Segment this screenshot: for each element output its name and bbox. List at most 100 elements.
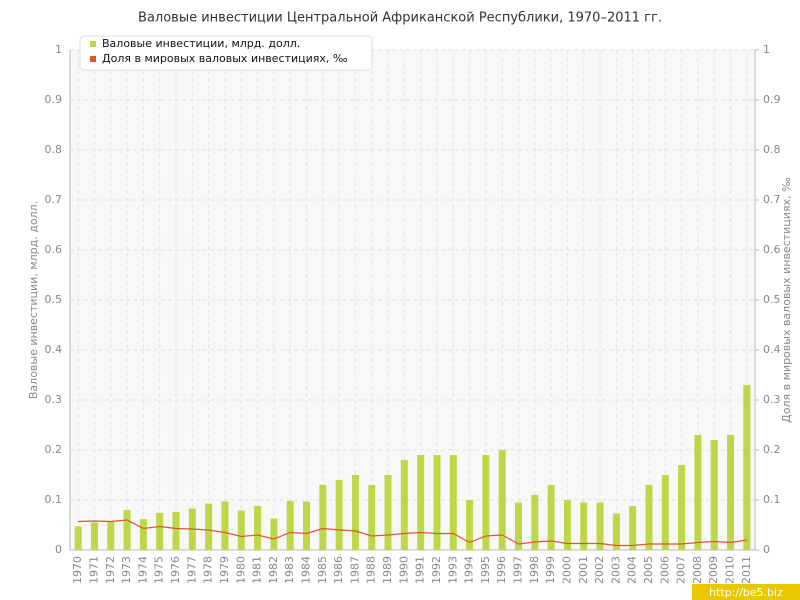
bar xyxy=(727,435,735,550)
x-tick-label: 1987 xyxy=(348,556,361,584)
bar xyxy=(172,512,180,550)
y-tick-label: 1 xyxy=(55,43,62,56)
y-tick-label: 0.9 xyxy=(45,93,63,106)
bar xyxy=(74,526,82,550)
x-tick-label: 1996 xyxy=(495,556,508,584)
x-tick-label: 1992 xyxy=(430,556,443,584)
line xyxy=(78,519,747,547)
bar xyxy=(107,521,115,550)
y-tick-label: 0.6 xyxy=(45,243,63,256)
x-tick-label: 1981 xyxy=(251,556,264,584)
legend-swatch xyxy=(90,56,96,62)
x-tick-label: 1988 xyxy=(365,556,378,584)
y2-tick-label: 0.8 xyxy=(763,143,781,156)
bar xyxy=(596,502,604,550)
x-tick-label: 2006 xyxy=(658,556,671,584)
x-tick-label: 1991 xyxy=(414,556,427,584)
chart-title: Валовые инвестиции Центральной Африканск… xyxy=(138,11,662,26)
y-tick-label: 0.5 xyxy=(45,293,63,306)
y2-tick-label: 0.9 xyxy=(763,93,781,106)
x-tick-label: 1982 xyxy=(267,556,280,584)
y2-tick-label: 0.3 xyxy=(763,393,781,406)
x-tick-label: 1999 xyxy=(544,556,557,584)
x-tick-label: 1973 xyxy=(120,556,133,584)
legend-label: Доля в мировых валовых инвестициях, ‰ xyxy=(102,52,348,65)
x-tick-label: 1977 xyxy=(185,556,198,584)
x-tick-label: 1997 xyxy=(512,556,525,584)
bar xyxy=(678,465,686,550)
bar xyxy=(563,500,571,550)
y2-tick-label: 0.7 xyxy=(763,193,781,206)
bar xyxy=(629,506,637,550)
y-tick-label: 0.1 xyxy=(45,493,63,506)
bar xyxy=(710,440,718,550)
y2-tick-label: 0.1 xyxy=(763,493,781,506)
x-tick-label: 1998 xyxy=(528,556,541,584)
x-tick-label: 1980 xyxy=(234,556,247,584)
x-tick-label: 2009 xyxy=(707,556,720,584)
y2-tick-label: 0.4 xyxy=(763,343,781,356)
x-tick-label: 2001 xyxy=(577,556,590,584)
bar xyxy=(270,518,278,550)
bar xyxy=(498,450,506,550)
y2-tick-label: 0.5 xyxy=(763,293,781,306)
x-tick-label: 1972 xyxy=(104,556,117,584)
bar xyxy=(384,475,392,550)
bar xyxy=(645,485,653,550)
x-tick-label: 2000 xyxy=(560,556,573,584)
x-tick-label: 1979 xyxy=(218,556,231,584)
y2-axis-label: Доля в мировых валовых инвестициях, ‰ xyxy=(780,177,793,423)
x-tick-label: 2007 xyxy=(675,556,688,584)
watermark: http://be5.biz xyxy=(709,586,783,599)
bar xyxy=(368,485,376,550)
bar xyxy=(694,435,702,550)
bar xyxy=(302,501,310,550)
bar xyxy=(286,501,294,550)
y2-tick-label: 0.6 xyxy=(763,243,781,256)
x-tick-label: 1989 xyxy=(381,556,394,584)
y2-tick-label: 0.2 xyxy=(763,443,781,456)
bar xyxy=(254,506,262,550)
y-tick-label: 0.3 xyxy=(45,393,63,406)
x-tick-label: 2011 xyxy=(740,556,753,584)
bar xyxy=(351,475,359,550)
y2-tick-label: 1 xyxy=(763,43,770,56)
x-tick-label: 1985 xyxy=(316,556,329,584)
bar xyxy=(417,455,425,550)
x-tick-label: 2010 xyxy=(724,556,737,584)
x-tick-label: 1984 xyxy=(299,556,312,584)
bar xyxy=(482,455,490,550)
x-tick-label: 1983 xyxy=(283,556,296,584)
x-tick-label: 1975 xyxy=(153,556,166,584)
x-tick-label: 1971 xyxy=(87,556,100,584)
bar xyxy=(743,385,751,550)
x-tick-label: 1970 xyxy=(71,556,84,584)
bar xyxy=(90,522,98,550)
x-tick-label: 2008 xyxy=(691,556,704,584)
bar xyxy=(531,495,539,550)
x-tick-label: 2005 xyxy=(642,556,655,584)
bar xyxy=(466,500,474,550)
legend-box xyxy=(79,35,373,71)
y-tick-label: 0.7 xyxy=(45,193,63,206)
y-axis-label: Валовые инвестиции, млрд. долл. xyxy=(27,201,40,399)
x-tick-label: 1978 xyxy=(202,556,215,584)
x-tick-label: 1994 xyxy=(463,556,476,584)
x-tick-label: 2004 xyxy=(626,556,639,584)
y-tick-label: 0.2 xyxy=(45,443,63,456)
bar xyxy=(319,485,327,550)
bar xyxy=(139,519,147,550)
x-tick-label: 1993 xyxy=(446,556,459,584)
x-tick-label: 2002 xyxy=(593,556,606,584)
y-tick-label: 0.4 xyxy=(45,343,63,356)
x-tick-label: 1986 xyxy=(332,556,345,584)
y2-tick-label: 0 xyxy=(763,543,770,556)
x-tick-label: 2003 xyxy=(609,556,622,584)
legend-label: Валовые инвестиции, млрд. долл. xyxy=(102,37,300,50)
bar xyxy=(156,513,164,550)
legend-swatch xyxy=(90,41,96,47)
bar xyxy=(661,475,669,550)
bar xyxy=(580,502,588,550)
bar xyxy=(433,455,441,550)
